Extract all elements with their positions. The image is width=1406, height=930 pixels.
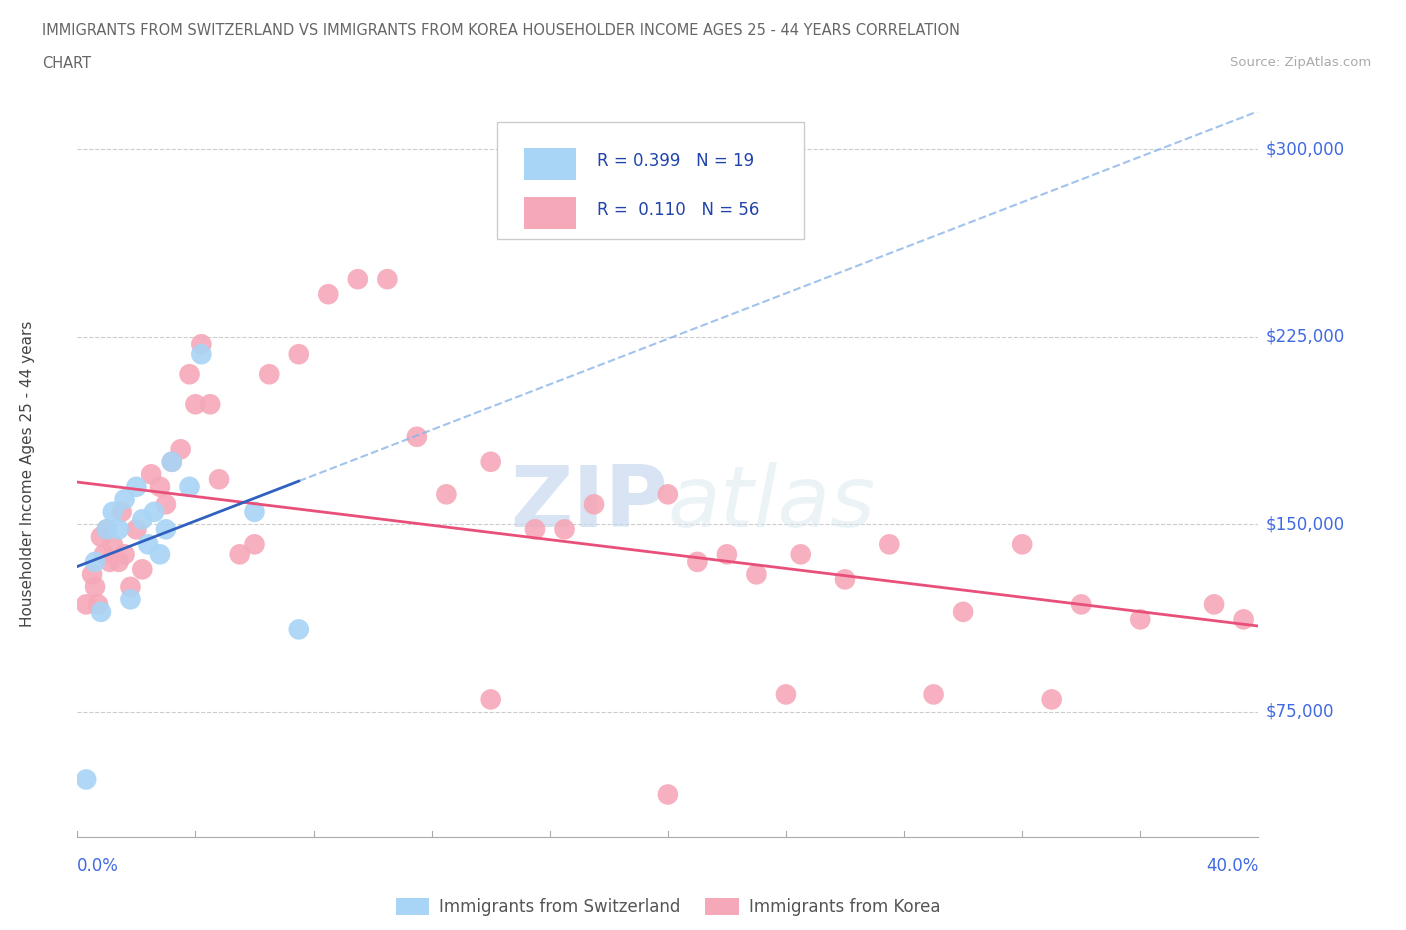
Point <box>141 467 163 482</box>
Point <box>1129 612 1152 627</box>
Point <box>524 522 547 537</box>
Point <box>155 522 177 537</box>
Point <box>1204 597 1226 612</box>
Point <box>346 272 368 286</box>
Point <box>228 547 252 562</box>
Point <box>657 787 679 802</box>
Point <box>120 579 142 594</box>
Point <box>143 504 166 519</box>
Point <box>583 497 606 512</box>
Point <box>200 397 222 412</box>
Point <box>149 479 172 494</box>
Point <box>75 597 97 612</box>
Point <box>1011 537 1033 551</box>
Point <box>125 479 148 494</box>
Point <box>120 591 142 606</box>
Point <box>101 504 124 519</box>
Point <box>208 472 231 486</box>
Point <box>184 397 207 412</box>
Point <box>87 597 110 612</box>
FancyBboxPatch shape <box>496 123 804 239</box>
Text: 0.0%: 0.0% <box>77 857 120 875</box>
Text: R =  0.110   N = 56: R = 0.110 N = 56 <box>598 201 759 219</box>
Text: ZIP: ZIP <box>510 462 668 545</box>
Point <box>657 487 679 502</box>
Point <box>131 562 153 577</box>
Point <box>101 537 124 551</box>
Point <box>879 537 901 551</box>
Point <box>1070 597 1092 612</box>
Point <box>111 504 132 519</box>
Point <box>107 554 129 569</box>
Point <box>745 567 768 582</box>
Text: 40.0%: 40.0% <box>1206 857 1258 875</box>
Point <box>288 347 311 362</box>
Point <box>190 337 212 352</box>
Point <box>243 537 266 551</box>
Text: IMMIGRANTS FROM SWITZERLAND VS IMMIGRANTS FROM KOREA HOUSEHOLDER INCOME AGES 25 : IMMIGRANTS FROM SWITZERLAND VS IMMIGRANT… <box>42 23 960 38</box>
Point <box>790 547 813 562</box>
Point <box>98 554 121 569</box>
Text: $300,000: $300,000 <box>1265 140 1344 158</box>
Point <box>75 772 97 787</box>
Point <box>554 522 576 537</box>
Point <box>107 522 129 537</box>
Point <box>96 522 118 537</box>
Point <box>82 567 104 582</box>
Point <box>716 547 738 562</box>
Point <box>288 622 311 637</box>
Point <box>96 522 118 537</box>
Point <box>775 687 797 702</box>
Point <box>922 687 945 702</box>
Point <box>155 497 177 512</box>
Point <box>179 366 201 381</box>
Point <box>190 347 212 362</box>
Point <box>1233 612 1256 627</box>
Point <box>160 455 183 470</box>
Point <box>84 554 107 569</box>
Point <box>125 522 148 537</box>
Point <box>834 572 856 587</box>
Point <box>131 512 153 526</box>
Legend: Immigrants from Switzerland, Immigrants from Korea: Immigrants from Switzerland, Immigrants … <box>389 892 946 923</box>
Point <box>136 537 159 551</box>
Point <box>243 504 266 519</box>
Text: Source: ZipAtlas.com: Source: ZipAtlas.com <box>1230 56 1371 69</box>
Text: CHART: CHART <box>42 56 91 71</box>
Text: $225,000: $225,000 <box>1265 327 1344 346</box>
Point <box>436 487 458 502</box>
Point <box>170 442 193 457</box>
Point <box>160 455 183 470</box>
Point <box>1040 692 1063 707</box>
Text: atlas: atlas <box>668 462 876 545</box>
Point <box>149 547 172 562</box>
Point <box>90 529 112 544</box>
Point <box>179 479 201 494</box>
Point <box>479 692 502 707</box>
Point <box>114 547 136 562</box>
Point <box>318 286 340 301</box>
Text: $75,000: $75,000 <box>1265 703 1334 721</box>
Text: Householder Income Ages 25 - 44 years: Householder Income Ages 25 - 44 years <box>20 321 35 628</box>
Point <box>377 272 399 286</box>
FancyBboxPatch shape <box>524 197 575 229</box>
Point <box>952 604 974 619</box>
FancyBboxPatch shape <box>524 148 575 180</box>
Point <box>259 366 281 381</box>
Point <box>686 554 709 569</box>
Point <box>406 430 429 445</box>
Text: R = 0.399   N = 19: R = 0.399 N = 19 <box>598 152 754 169</box>
Point <box>90 604 112 619</box>
Text: $150,000: $150,000 <box>1265 515 1344 533</box>
Point <box>93 547 115 562</box>
Point <box>479 455 502 470</box>
Point <box>114 492 136 507</box>
Point <box>84 579 107 594</box>
